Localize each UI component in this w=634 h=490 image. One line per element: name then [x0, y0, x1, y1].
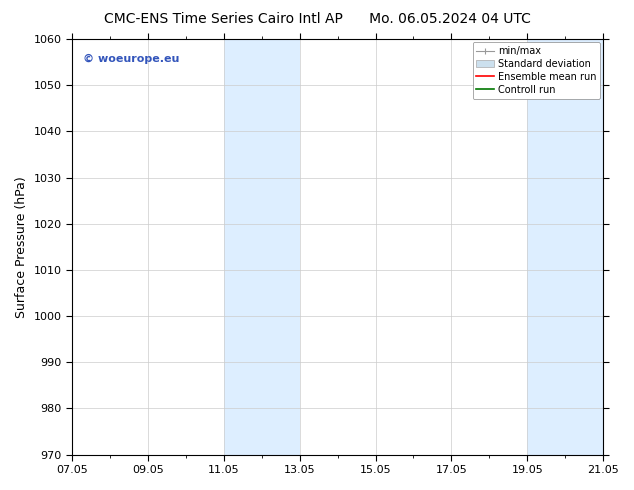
Bar	[527, 39, 603, 455]
Text: © woeurope.eu: © woeurope.eu	[82, 54, 179, 64]
Text: CMC-ENS Time Series Cairo Intl AP      Mo. 06.05.2024 04 UTC: CMC-ENS Time Series Cairo Intl AP Mo. 06…	[103, 12, 531, 26]
Legend: min/max, Standard deviation, Ensemble mean run, Controll run: min/max, Standard deviation, Ensemble me…	[472, 42, 600, 98]
Bar	[224, 39, 300, 455]
Y-axis label: Surface Pressure (hPa): Surface Pressure (hPa)	[15, 176, 28, 318]
